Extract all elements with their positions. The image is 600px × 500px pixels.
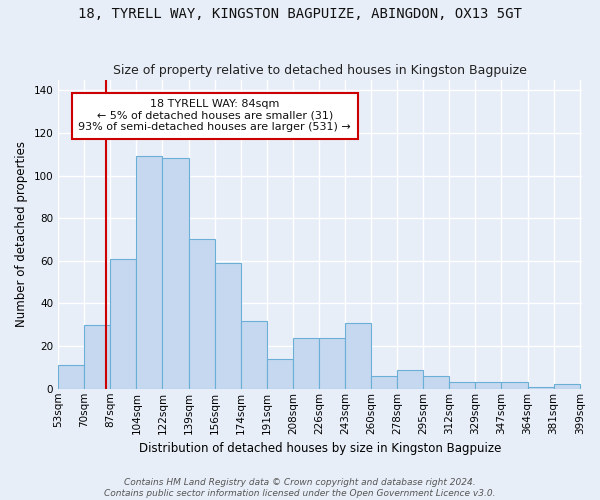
Bar	[58, 366, 84, 389]
Bar	[136, 156, 163, 389]
Bar	[449, 382, 475, 389]
Bar	[475, 382, 502, 389]
Bar	[241, 320, 267, 389]
Bar	[188, 240, 215, 389]
Bar	[502, 382, 527, 389]
Bar	[554, 384, 580, 389]
Title: Size of property relative to detached houses in Kingston Bagpuize: Size of property relative to detached ho…	[113, 64, 527, 77]
Bar	[215, 263, 241, 389]
Bar	[163, 158, 188, 389]
Bar	[397, 370, 423, 389]
Bar	[84, 325, 110, 389]
Bar	[345, 322, 371, 389]
Y-axis label: Number of detached properties: Number of detached properties	[15, 141, 28, 327]
Bar	[527, 386, 554, 389]
Bar	[267, 359, 293, 389]
X-axis label: Distribution of detached houses by size in Kingston Bagpuize: Distribution of detached houses by size …	[139, 442, 502, 455]
Bar	[423, 376, 449, 389]
Bar	[371, 376, 397, 389]
Bar	[110, 258, 136, 389]
Bar	[293, 338, 319, 389]
Text: 18, TYRELL WAY, KINGSTON BAGPUIZE, ABINGDON, OX13 5GT: 18, TYRELL WAY, KINGSTON BAGPUIZE, ABING…	[78, 8, 522, 22]
Text: Contains HM Land Registry data © Crown copyright and database right 2024.
Contai: Contains HM Land Registry data © Crown c…	[104, 478, 496, 498]
Bar	[319, 338, 345, 389]
Text: 18 TYRELL WAY: 84sqm
← 5% of detached houses are smaller (31)
93% of semi-detach: 18 TYRELL WAY: 84sqm ← 5% of detached ho…	[78, 99, 351, 132]
